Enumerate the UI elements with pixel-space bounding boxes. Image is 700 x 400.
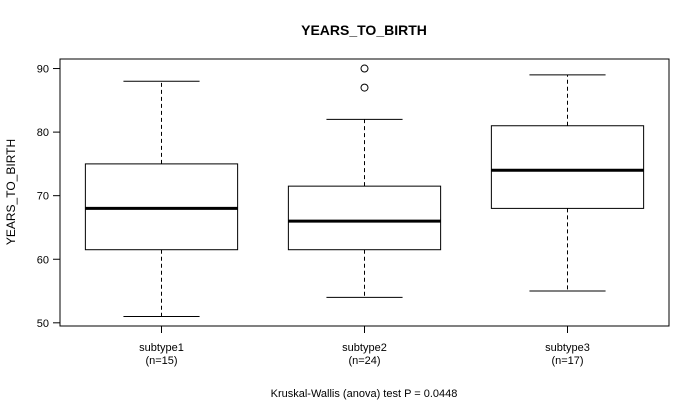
iqr-box [84,163,239,251]
y-tick-label: 70 [37,191,49,203]
iqr-box [287,185,442,251]
outlier-point [360,64,369,73]
category-label: subtype1 [139,342,184,354]
x-axis-labels: subtype1(n=15) subtype2(n=24) subtype3(n=1… [139,325,590,367]
category-label: subtype3 [545,342,590,354]
category-n-label: (n=15) [145,355,177,367]
box-subtype1 [84,80,239,317]
test-footnote: Kruskal-Wallis (anova) test P = 0.0448 [271,388,458,400]
category-n-label: (n=17) [551,355,583,367]
chart-title: YEARS_TO_BIRTH [301,22,427,38]
box-subtype3 [490,74,645,292]
y-tick-label: 60 [37,254,49,266]
box-subtype2 [287,64,442,298]
boxes [84,64,645,317]
y-axis-label: YEARS_TO_BIRTH [4,139,18,245]
category-label: subtype2 [342,342,387,354]
y-tick-label: 50 [37,318,49,330]
y-tick-label: 80 [37,127,49,139]
y-axis: 50 60 70 80 90 [37,64,61,330]
y-tick-label: 90 [37,64,49,76]
iqr-box [490,125,645,209]
category-n-label: (n=24) [348,355,380,367]
outlier-point [360,83,369,92]
